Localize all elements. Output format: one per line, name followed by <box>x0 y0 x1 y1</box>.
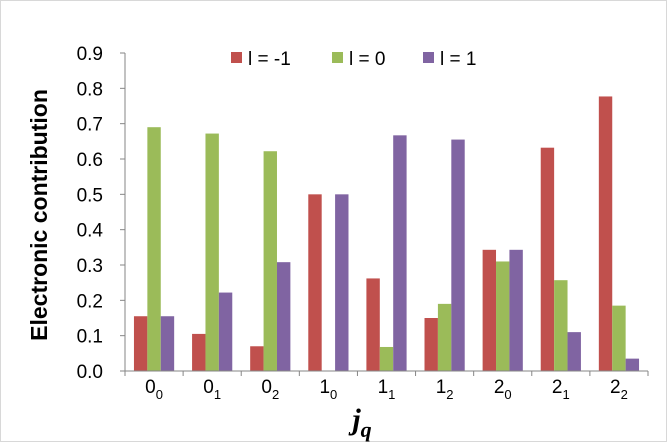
bar-1-2-1 <box>540 147 555 371</box>
bar-2-0-1 <box>205 133 219 371</box>
legend: l = -1 l = 0 l = 1 <box>231 49 476 70</box>
legend-label: l = 1 <box>440 49 476 70</box>
bar-1-0-2 <box>250 346 264 371</box>
bar-3-1-0 <box>335 194 349 371</box>
bar-3-1-2 <box>451 139 465 371</box>
bar-3-2-0 <box>509 249 523 371</box>
bar-3-0-0 <box>160 316 175 371</box>
y-axis-label: Electronic contribution <box>26 89 52 341</box>
y-tick-label: 0.8 <box>77 79 103 100</box>
y-tick-label: 0.6 <box>77 150 103 171</box>
y-tick-label: 0.3 <box>77 256 103 277</box>
legend-label: l = -1 <box>248 49 291 70</box>
bar-1-2-0 <box>482 249 497 371</box>
bar-2-2-2 <box>612 305 626 371</box>
legend-swatch <box>231 52 242 63</box>
bar-3-1-1 <box>393 135 407 371</box>
x-tick-label: 00 <box>145 377 163 402</box>
bar-3-2-2 <box>625 358 640 371</box>
legend-label: l = 0 <box>349 49 385 70</box>
bar-1-0-0 <box>133 316 148 371</box>
y-ticks-group: 0.0 0.1 0.2 0.3 0.4 0.5 0.6 0.7 0.8 0.9 <box>77 44 125 383</box>
bar-1-1-1 <box>366 278 380 371</box>
x-tick-label: 10 <box>319 377 337 402</box>
x-tick-label: 22 <box>610 377 628 402</box>
x-tick-label: 12 <box>436 377 454 402</box>
bar-1-0-1 <box>192 333 206 371</box>
axes-group <box>124 53 648 372</box>
bar-2-1-2 <box>437 303 452 371</box>
bar-1-2-2 <box>598 96 613 372</box>
bar-3-2-1 <box>567 332 581 371</box>
bar-2-2-0 <box>496 261 510 371</box>
x-tick-label: 21 <box>552 377 570 402</box>
y-tick-label: 0.5 <box>77 185 103 206</box>
y-tick-label: 0.7 <box>77 115 103 136</box>
legend-swatch <box>332 52 343 63</box>
y-tick-label: 0.9 <box>77 44 103 65</box>
y-tick-label: 0.2 <box>77 291 103 312</box>
x-tick-label: 02 <box>261 377 279 402</box>
bars-group <box>133 96 640 372</box>
y-tick-label: 0.4 <box>77 221 104 242</box>
bar-2-0-0 <box>147 127 161 371</box>
x-ticks-group: 00 01 02 10 11 12 20 21 22 <box>124 371 649 402</box>
x-tick-label: 20 <box>494 377 512 402</box>
bar-2-1-1 <box>379 346 394 371</box>
y-tick-label: 0.1 <box>77 327 103 348</box>
bar-3-0-2 <box>276 262 291 371</box>
bar-1-1-2 <box>424 318 438 371</box>
y-tick-label: 0.0 <box>77 362 103 383</box>
bar-3-0-1 <box>218 292 233 371</box>
bar-2-2-1 <box>554 280 568 371</box>
bar-2-0-2 <box>263 151 277 371</box>
x-axis-label: jq <box>348 403 371 442</box>
bar-1-1-0 <box>308 194 322 371</box>
legend-swatch <box>423 52 434 63</box>
x-tick-label: 01 <box>203 377 221 402</box>
x-tick-label: 11 <box>378 377 396 402</box>
